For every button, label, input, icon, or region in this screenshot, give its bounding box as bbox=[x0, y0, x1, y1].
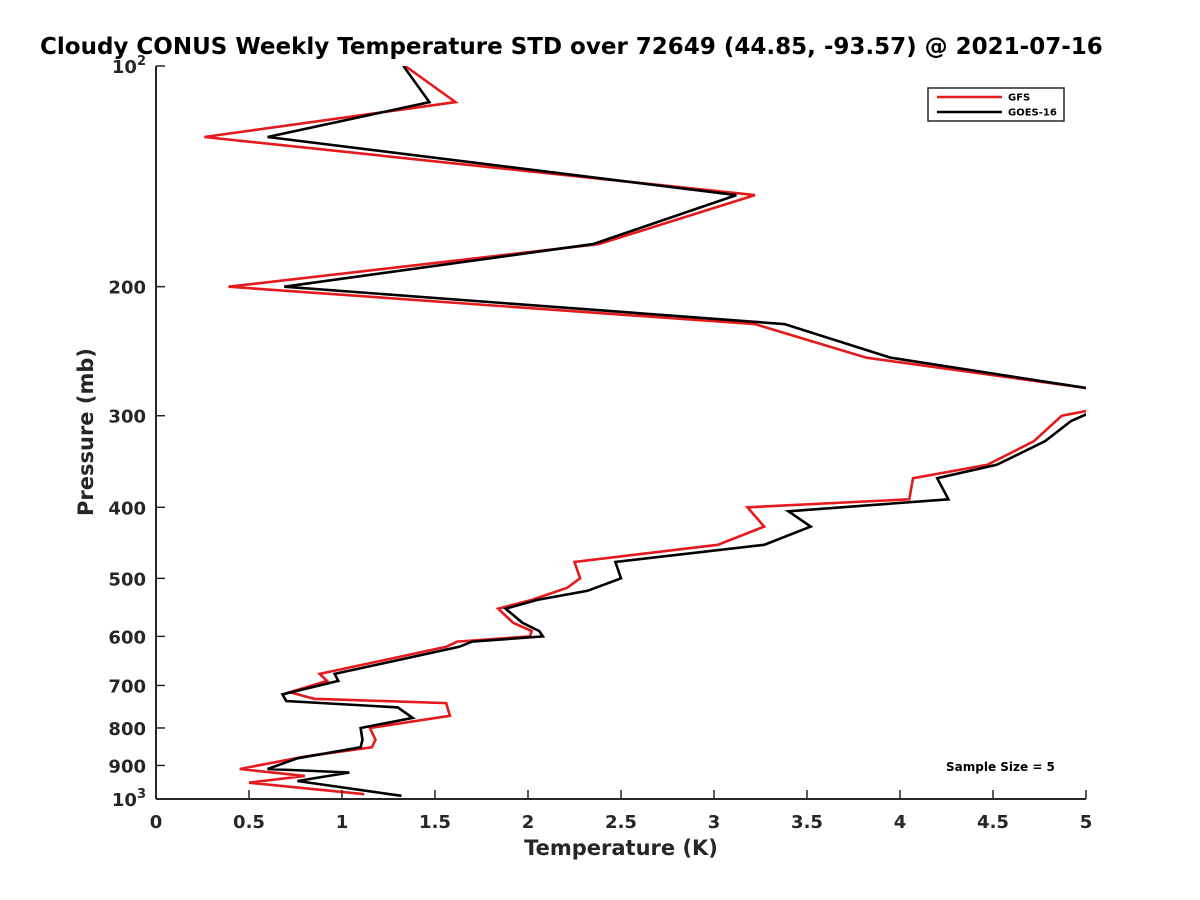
x-tick-label: 1.5 bbox=[419, 812, 451, 833]
y-tick-label: 800 bbox=[108, 719, 146, 740]
x-tick-label: 1 bbox=[336, 812, 349, 833]
plot-axes bbox=[155, 66, 1086, 800]
x-tick-label: 3 bbox=[708, 812, 721, 833]
y-ticks: 102 200 300 400 500 600 700 800 900 103 bbox=[108, 54, 165, 811]
x-ticks: 0 0.5 1 1.5 2 2.5 3 3.5 4 4.5 5 bbox=[150, 790, 1093, 833]
x-tick-label: 0.5 bbox=[233, 812, 265, 833]
x-tick-label: 4 bbox=[894, 812, 907, 833]
y-tick-label: 600 bbox=[108, 627, 146, 648]
legend-label-gfs: GFS bbox=[1008, 93, 1030, 104]
y-tick-label: 102 bbox=[112, 54, 146, 78]
y-tick-label: 200 bbox=[108, 278, 146, 299]
x-tick-label: 2.5 bbox=[605, 812, 637, 833]
legend-box bbox=[927, 87, 1065, 122]
x-axis-label: Temperature (K) bbox=[524, 836, 718, 860]
legend: GFS GOES-16 bbox=[927, 87, 1065, 122]
y-tick-label: 500 bbox=[108, 569, 146, 590]
x-tick-label: 3.5 bbox=[791, 812, 823, 833]
series-layer bbox=[204, 66, 1086, 798]
sample-size-annotation: Sample Size = 5 bbox=[946, 760, 1055, 774]
y-tick-label: 400 bbox=[108, 498, 146, 519]
x-tick-label: 4.5 bbox=[977, 812, 1009, 833]
x-tick-label: 5 bbox=[1080, 812, 1093, 833]
y-tick-label: 900 bbox=[108, 756, 146, 777]
legend-label-goes-16: GOES-16 bbox=[1008, 108, 1057, 119]
x-tick-label: 0 bbox=[150, 812, 163, 833]
y-tick-label: 103 bbox=[112, 787, 146, 811]
series-line-gfs bbox=[204, 66, 1086, 796]
x-tick-label: 2 bbox=[522, 812, 535, 833]
chart-title: Cloudy CONUS Weekly Temperature STD over… bbox=[40, 34, 1103, 60]
y-axis-label: Pressure (mb) bbox=[74, 348, 98, 516]
y-tick-label: 300 bbox=[108, 407, 146, 428]
y-tick-label: 700 bbox=[108, 676, 146, 697]
series-line-goes-16 bbox=[267, 66, 1086, 798]
